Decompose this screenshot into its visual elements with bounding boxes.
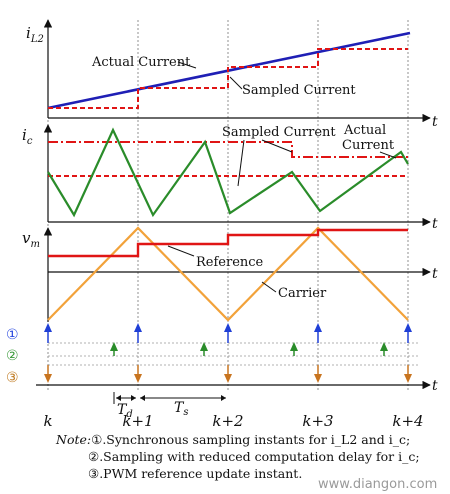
panel1-axis-label: iL2 bbox=[26, 24, 44, 45]
note-line-3: ③.PWM reference update instant. bbox=[88, 466, 302, 481]
green-arrow-1 bbox=[110, 342, 118, 356]
instant-labels: k k+1 k+2 k+3 k+4 bbox=[43, 412, 423, 430]
blue-arrow-k2 bbox=[224, 323, 232, 343]
orange-arrow-k3 bbox=[314, 365, 322, 383]
carrier-triangle bbox=[47, 226, 409, 322]
cap-actual-pointer bbox=[379, 151, 397, 159]
td-label: Td bbox=[117, 402, 133, 420]
update-arrows-orange bbox=[44, 365, 412, 383]
blue-arrow-k4 bbox=[404, 323, 412, 343]
orange-arrow-k4 bbox=[404, 365, 412, 383]
orange-arrow-k1 bbox=[134, 365, 142, 383]
orange-arrow-k bbox=[44, 365, 52, 383]
blue-arrow-k1 bbox=[134, 323, 142, 343]
panel4-t-label: t bbox=[432, 378, 438, 394]
marker-3: ③ bbox=[6, 370, 19, 386]
panel-modulation: vm t Reference Carrier bbox=[22, 226, 438, 322]
panel3-axis-label: vm bbox=[22, 229, 40, 250]
cap-actual-label-line2: Current bbox=[342, 138, 395, 153]
actual-ripple-current bbox=[47, 127, 409, 218]
panel3-t-label: t bbox=[432, 266, 438, 282]
instant-label-k4: k+4 bbox=[392, 412, 423, 430]
ts-dimension bbox=[140, 395, 226, 401]
carrier-pointer bbox=[261, 281, 277, 293]
note-line-2: ②.Sampling with reduced computation dela… bbox=[88, 449, 420, 464]
cap-sampled-pointer-2 bbox=[261, 139, 293, 153]
sampled-current-upper bbox=[48, 141, 408, 158]
note-line-1: Note:①.Synchronous sampling instants for… bbox=[55, 432, 410, 447]
reference-label: Reference bbox=[196, 255, 264, 270]
panel2-t-label: t bbox=[432, 216, 438, 232]
marker-2: ② bbox=[6, 348, 19, 364]
cap-sampled-current-label: Sampled Current bbox=[222, 125, 336, 140]
instant-label-k2: k+2 bbox=[212, 412, 243, 430]
note-block: Note:①.Synchronous sampling instants for… bbox=[55, 432, 420, 481]
actual-current-pointer bbox=[177, 61, 197, 69]
marker-1: ① bbox=[6, 327, 19, 343]
blue-arrow-k3 bbox=[314, 323, 322, 343]
reference-staircase bbox=[48, 228, 408, 258]
ts-label: Ts bbox=[174, 400, 188, 418]
instant-label-k1: k+1 bbox=[122, 412, 153, 430]
panel-current: iL2 t Actual Current Sampled Current bbox=[26, 19, 438, 130]
sampled-current-pointer bbox=[229, 76, 243, 90]
td-dimension bbox=[113, 392, 136, 404]
green-arrow-4 bbox=[380, 342, 388, 356]
sampled-current-staircase bbox=[48, 48, 408, 109]
panel2-axis-label: ic bbox=[22, 126, 33, 147]
sampling-arrows-green bbox=[110, 342, 388, 356]
panel1-t-label: t bbox=[432, 114, 438, 130]
reference-pointer bbox=[167, 245, 195, 257]
instant-label-k3: k+3 bbox=[302, 412, 333, 430]
actual-current-label: Actual Current bbox=[91, 55, 191, 70]
orange-arrow-k2 bbox=[224, 365, 232, 383]
actual-current-curve bbox=[47, 31, 411, 110]
carrier-label: Carrier bbox=[278, 286, 327, 301]
sampling-arrows-blue bbox=[44, 323, 412, 343]
instant-label-k: k bbox=[43, 412, 52, 430]
panel-events: t ① ② ③ bbox=[6, 323, 438, 420]
green-arrow-3 bbox=[290, 342, 298, 356]
blue-arrow-k bbox=[44, 323, 52, 343]
sampled-current-label: Sampled Current bbox=[242, 83, 356, 98]
panel-cap-current: ic t Sampled Current Actual Current bbox=[22, 123, 438, 232]
cap-sampled-pointer bbox=[237, 139, 245, 187]
watermark: www.diangon.com bbox=[318, 477, 437, 492]
cap-actual-label-line1: Actual bbox=[343, 123, 386, 138]
green-arrow-2 bbox=[200, 342, 208, 356]
